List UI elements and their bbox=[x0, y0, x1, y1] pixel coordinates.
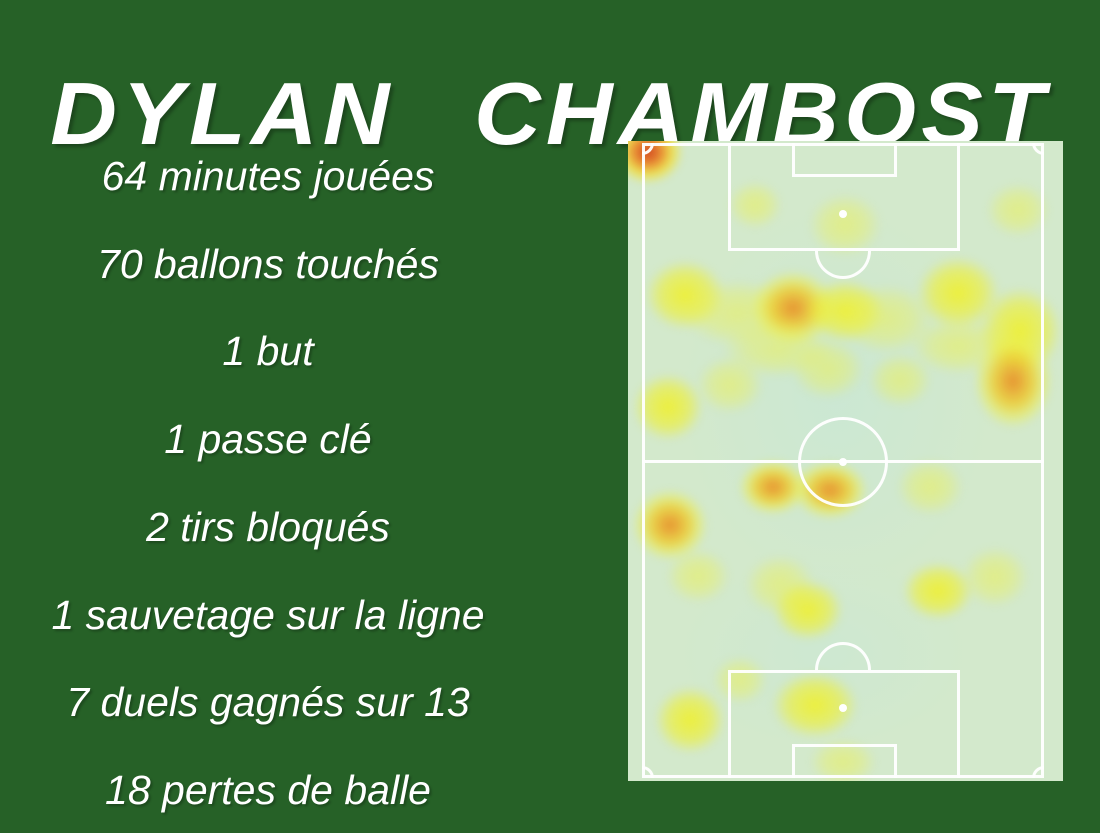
corner-arc-bottom-right bbox=[1032, 766, 1044, 778]
center-spot bbox=[839, 458, 847, 466]
heat-blob bbox=[801, 732, 885, 781]
heat-blob bbox=[782, 331, 874, 407]
stat-line-minutes: 64 minutes jouées bbox=[101, 153, 435, 199]
stat-line-goal-line-save: 1 sauvetage sur la ligne bbox=[51, 592, 485, 638]
heat-blob bbox=[894, 555, 982, 627]
pitch-lines-layer bbox=[628, 141, 1063, 781]
heat-blob bbox=[721, 175, 789, 235]
corner-arc-bottom-left bbox=[642, 766, 654, 778]
stat-line-key-passes: 1 passe clé bbox=[164, 416, 372, 462]
heat-blob bbox=[860, 346, 940, 414]
heat-blob bbox=[688, 349, 772, 421]
heat-blob bbox=[965, 323, 1061, 439]
six-yard-box-top bbox=[792, 143, 897, 177]
heat-blob bbox=[658, 542, 738, 610]
six-yard-box-bottom bbox=[792, 744, 897, 778]
penalty-spot-top bbox=[839, 210, 847, 218]
heat-blob bbox=[646, 678, 734, 762]
stat-line-touches: 70 ballons touchés bbox=[97, 241, 439, 287]
stat-line-duels-won: 7 duels gagnés sur 13 bbox=[66, 679, 470, 725]
stat-line-blocked-shots: 2 tirs bloqués bbox=[146, 504, 390, 550]
stat-line-ball-losses: 18 pertes de balle bbox=[105, 767, 431, 813]
penalty-box-bottom bbox=[728, 670, 960, 778]
stat-line-goals: 1 but bbox=[222, 328, 314, 374]
heat-blob bbox=[888, 451, 972, 523]
stats-column: 64 minutes jouées 70 ballons touchés 1 b… bbox=[0, 0, 540, 833]
heat-blob bbox=[764, 572, 852, 648]
pitch-heatmap bbox=[628, 141, 1063, 781]
corner-arc-top-right bbox=[1032, 143, 1044, 155]
heat-blob bbox=[978, 176, 1058, 244]
penalty-spot-bottom bbox=[839, 704, 847, 712]
center-circle bbox=[798, 417, 888, 507]
penalty-box-top bbox=[728, 143, 960, 251]
